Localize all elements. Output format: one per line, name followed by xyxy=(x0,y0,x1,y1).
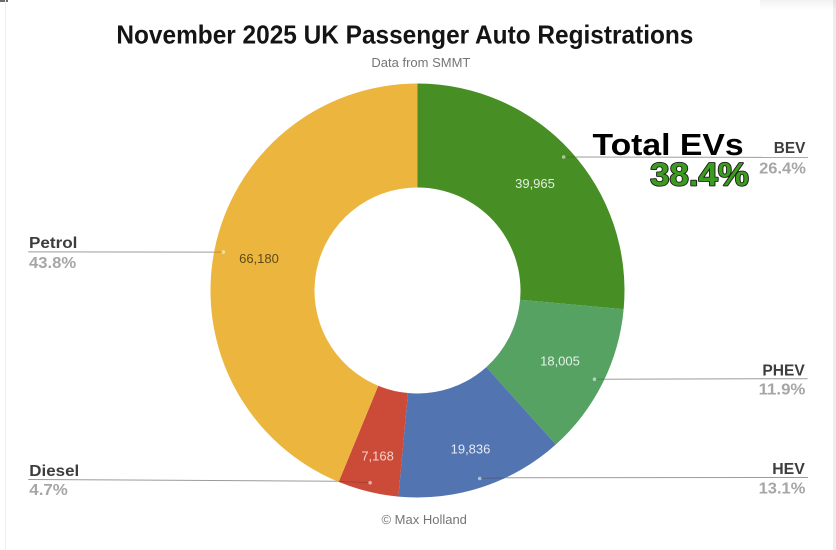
svg-text:18,005: 18,005 xyxy=(540,354,580,369)
svg-text:HEV: HEV xyxy=(772,461,805,478)
svg-text:66,180: 66,180 xyxy=(239,251,279,266)
svg-text:7,168: 7,168 xyxy=(361,449,394,464)
svg-text:Petrol: Petrol xyxy=(29,235,77,252)
svg-text:13.1%: 13.1% xyxy=(759,481,806,498)
svg-text:PHEV: PHEV xyxy=(762,362,805,379)
svg-text:38.4%: 38.4% xyxy=(650,157,749,193)
svg-text:19,836: 19,836 xyxy=(451,442,491,457)
svg-text:4.7%: 4.7% xyxy=(29,482,68,499)
svg-text:November 2025 UK Passenger Aut: November 2025 UK Passenger Auto Registra… xyxy=(116,20,693,50)
svg-text:11.9%: 11.9% xyxy=(759,381,806,398)
svg-text:39,965: 39,965 xyxy=(515,176,555,191)
svg-text:BEV: BEV xyxy=(774,140,806,157)
svg-text:Data from SMMT: Data from SMMT xyxy=(371,55,470,70)
svg-text:© Max Holland: © Max Holland xyxy=(381,512,466,527)
svg-text:26.4%: 26.4% xyxy=(759,161,806,178)
svg-text:Diesel: Diesel xyxy=(29,463,79,480)
svg-text:Total EVs: Total EVs xyxy=(593,127,744,162)
svg-text:43.8%: 43.8% xyxy=(29,255,76,272)
